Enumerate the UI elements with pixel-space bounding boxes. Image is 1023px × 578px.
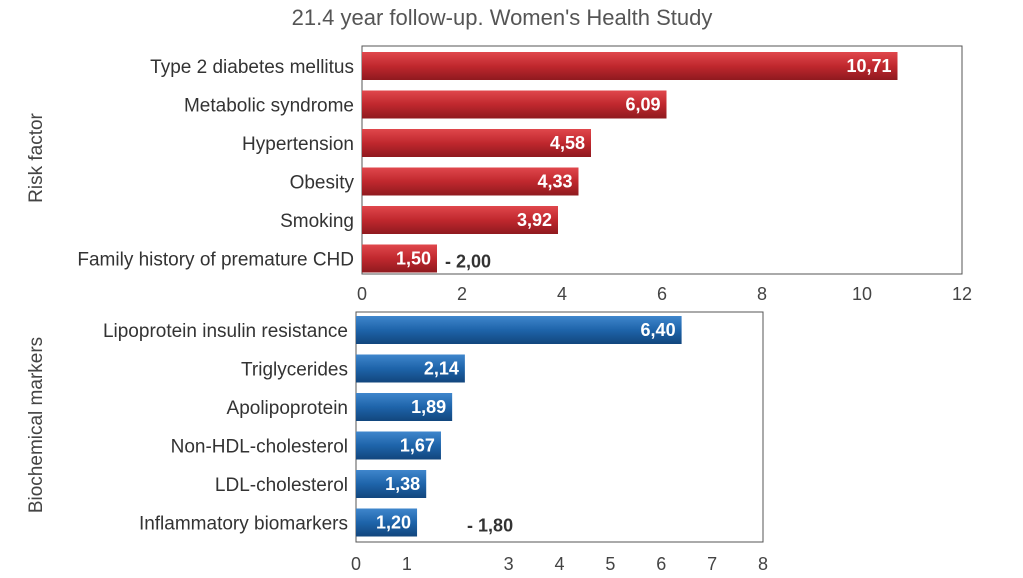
marker-bar [356, 316, 682, 344]
marker-category-label: Triglycerides [241, 360, 348, 381]
risk-value-label: 4,58 [550, 133, 585, 153]
risk-value-label: 4,33 [537, 172, 572, 192]
marker-value-label: 1,38 [385, 474, 420, 494]
marker-value-label: 1,67 [400, 436, 435, 456]
marker-category-label: Non-HDL-cholesterol [171, 437, 348, 458]
risk-x-tick-label: 0 [357, 284, 367, 304]
marker-value-label: 1,89 [411, 397, 446, 417]
risk-annotation: - 2,00 [445, 252, 491, 272]
risk-category-label: Hypertension [242, 134, 354, 155]
risk-bar [362, 90, 667, 119]
risk-x-tick-label: 12 [952, 284, 972, 304]
marker-annotation: - 1,80 [467, 516, 513, 536]
marker-category-label: LDL-cholesterol [215, 475, 348, 496]
marker-bar [356, 431, 441, 460]
marker-x-tick-label: 6 [656, 554, 666, 574]
risk-plot-frame [361, 45, 963, 275]
marker-value-label: 1,20 [376, 513, 411, 533]
marker-x-tick-label: 8 [758, 554, 768, 574]
marker-x-tick-label: 7 [707, 554, 717, 574]
marker-x-tick-label: 4 [554, 554, 564, 574]
risk-x-tick-label: 8 [757, 284, 767, 304]
marker-y-axis-label: Biochemical markers [26, 337, 47, 513]
marker-category-label: Inflammatory biomarkers [139, 514, 348, 535]
risk-bar [362, 206, 558, 234]
risk-category-label: Obesity [290, 173, 355, 194]
marker-category-label: Lipoprotein insulin resistance [103, 321, 348, 342]
marker-x-tick-label: 1 [402, 554, 412, 574]
chart-title: 21.4 year follow-up. Women's Health Stud… [292, 5, 713, 30]
risk-bar [362, 167, 579, 196]
risk-value-label: 3,92 [517, 210, 552, 230]
marker-bar [356, 470, 427, 498]
risk-value-label: 1,50 [396, 249, 431, 269]
risk-y-axis-label: Risk factor [26, 112, 47, 202]
marker-bar [356, 508, 418, 537]
risk-value-label: 10,71 [846, 56, 891, 76]
risk-bar [362, 129, 591, 157]
risk-x-tick-label: 6 [657, 284, 667, 304]
risk-category-label: Smoking [280, 211, 354, 232]
marker-value-label: 6,40 [641, 320, 676, 340]
risk-x-tick-label: 2 [457, 284, 467, 304]
marker-bar [356, 393, 453, 421]
marker-x-tick-label: 5 [605, 554, 615, 574]
marker-bar [356, 354, 465, 383]
risk-x-tick-label: 10 [852, 284, 872, 304]
marker-x-tick-label: 0 [351, 554, 361, 574]
risk-value-label: 6,09 [625, 95, 660, 115]
marker-x-tick-label: 3 [504, 554, 514, 574]
risk-bar [362, 244, 437, 273]
risk-category-label: Family history of premature CHD [77, 250, 354, 271]
marker-plot-frame [355, 311, 764, 543]
risk-bar [362, 52, 898, 80]
marker-value-label: 2,14 [424, 359, 459, 379]
risk-x-tick-label: 4 [557, 284, 567, 304]
risk-category-label: Metabolic syndrome [184, 96, 354, 117]
risk-category-label: Type 2 diabetes mellitus [150, 57, 354, 78]
marker-category-label: Apolipoprotein [227, 398, 348, 419]
